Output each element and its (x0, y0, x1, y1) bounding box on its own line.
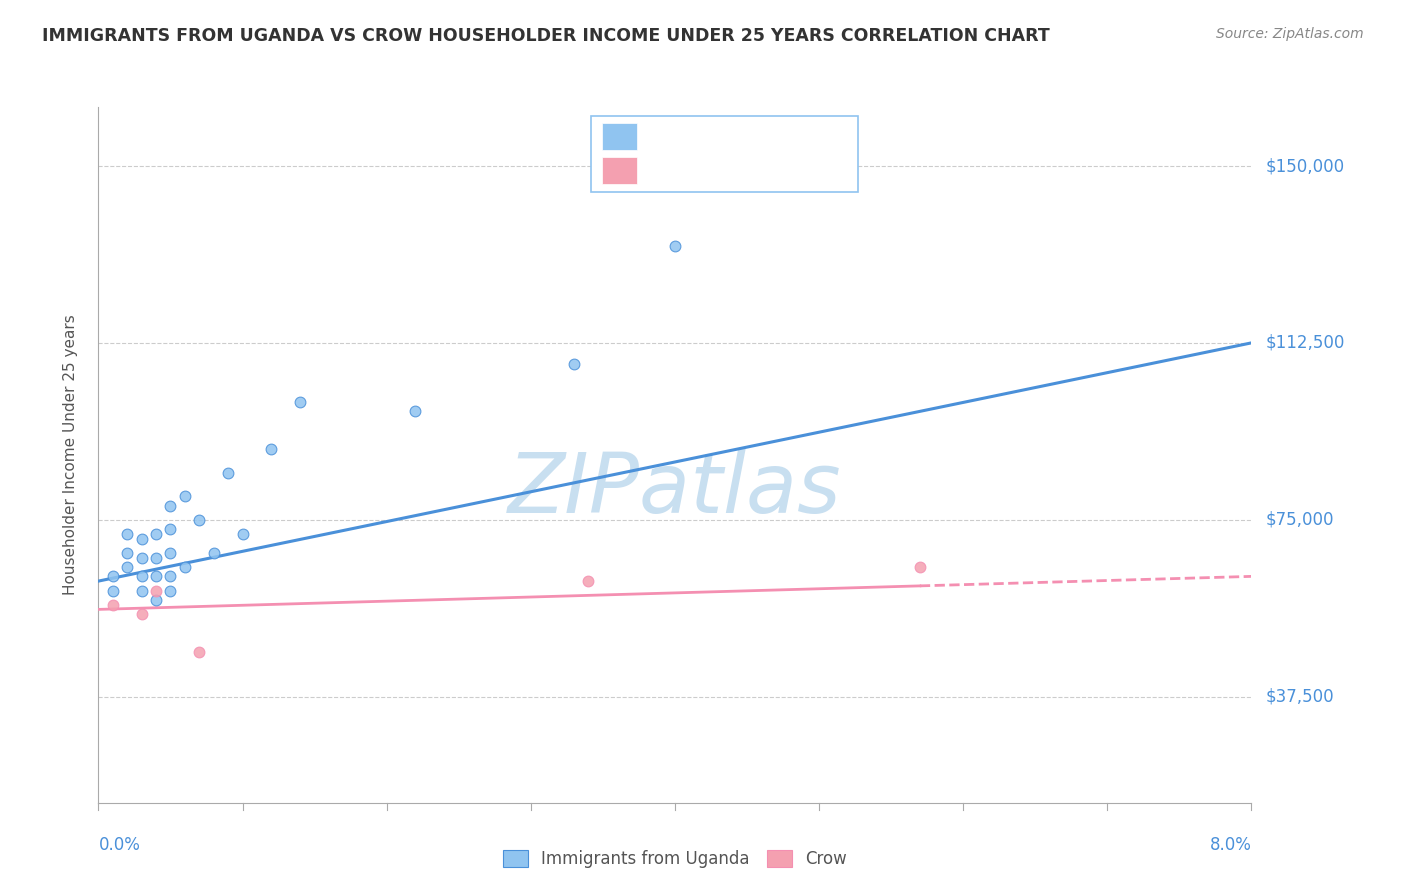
Text: 0.0%: 0.0% (98, 836, 141, 854)
Text: R =: R = (644, 159, 681, 177)
Point (231, 527, 254, 541)
Text: $112,500: $112,500 (1265, 334, 1344, 351)
Point (159, 499, 181, 513)
Point (188, 645, 211, 659)
Point (159, 583, 181, 598)
Point (664, 239, 686, 253)
Point (131, 583, 153, 598)
Point (145, 583, 167, 598)
Text: $75,000: $75,000 (1265, 511, 1334, 529)
Point (159, 546, 181, 560)
Point (145, 550, 167, 565)
Point (131, 607, 153, 621)
Point (562, 357, 585, 371)
Point (131, 550, 153, 565)
Text: 6: 6 (762, 159, 778, 177)
Point (117, 546, 138, 560)
Point (188, 513, 211, 527)
Text: $150,000: $150,000 (1265, 157, 1344, 175)
Point (290, 395, 312, 409)
Text: 0.300: 0.300 (675, 159, 723, 177)
Text: ZIPatlas: ZIPatlas (508, 450, 842, 530)
Text: N =: N = (731, 159, 768, 177)
Point (174, 489, 197, 503)
Text: Source: ZipAtlas.com: Source: ZipAtlas.com (1216, 27, 1364, 41)
Point (260, 442, 283, 456)
Y-axis label: Householder Income Under 25 years: Householder Income Under 25 years (63, 315, 77, 595)
Point (101, 583, 124, 598)
Point (145, 569, 167, 583)
Point (174, 560, 197, 574)
Point (131, 569, 153, 583)
Point (217, 466, 239, 480)
Text: 29: 29 (762, 125, 783, 143)
Point (117, 560, 138, 574)
Point (908, 560, 931, 574)
Point (117, 527, 138, 541)
Point (578, 574, 600, 588)
Point (405, 404, 427, 418)
Point (101, 569, 124, 583)
Point (159, 569, 181, 583)
Point (145, 593, 167, 607)
Point (131, 532, 153, 546)
Point (145, 527, 167, 541)
Point (202, 546, 225, 560)
Text: $37,500: $37,500 (1265, 688, 1334, 706)
Text: R =: R = (644, 125, 681, 143)
Text: N =: N = (731, 125, 768, 143)
Point (101, 598, 124, 612)
Legend: Immigrants from Uganda, Crow: Immigrants from Uganda, Crow (496, 843, 853, 874)
Text: 8.0%: 8.0% (1209, 836, 1251, 854)
Text: 0.332: 0.332 (675, 125, 723, 143)
Point (159, 522, 181, 536)
Text: IMMIGRANTS FROM UGANDA VS CROW HOUSEHOLDER INCOME UNDER 25 YEARS CORRELATION CHA: IMMIGRANTS FROM UGANDA VS CROW HOUSEHOLD… (42, 27, 1050, 45)
